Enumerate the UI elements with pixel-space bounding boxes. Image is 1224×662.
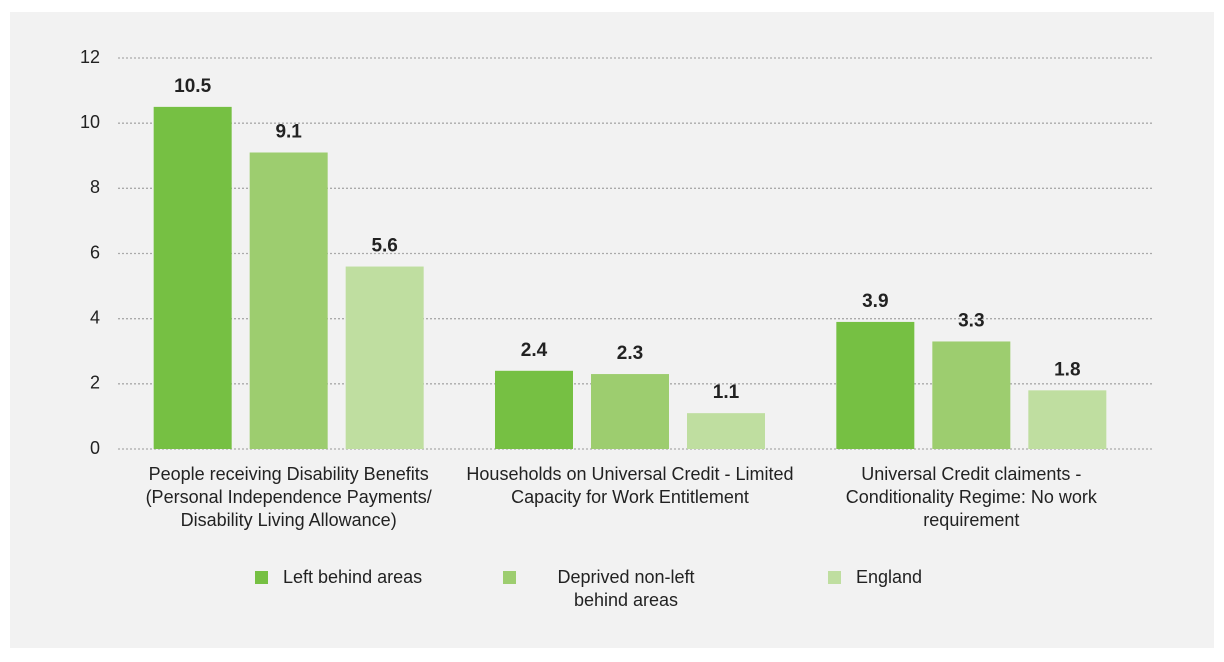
value-label: 10.5 [174,76,211,97]
value-label: 3.3 [958,310,984,331]
y-tick-label: 12 [80,47,100,67]
y-tick-label: 6 [90,242,100,262]
legend-label: Deprived non-left behind areas [557,567,695,610]
y-tick-label: 8 [90,177,100,197]
y-tick-label: 10 [80,112,100,132]
bar [687,413,765,449]
value-label: 1.8 [1054,359,1080,380]
bar [249,152,328,449]
y-tick-label: 0 [90,438,100,458]
legend-swatch [828,571,841,584]
bar [345,266,424,449]
x-tick-label: Households on Universal Credit - Limited… [466,464,794,507]
value-label: 3.9 [862,291,888,312]
bar [591,374,669,449]
value-label: 1.1 [713,382,740,403]
value-label: 2.4 [521,340,548,361]
legend-swatch [503,571,516,584]
bar [153,106,232,449]
x-tick-label: People receiving Disability Benefits (Pe… [145,464,432,530]
value-label: 9.1 [275,122,302,143]
legend-label: Left behind areas [283,567,423,587]
x-tick-label: Universal Credit claiments - Conditional… [845,464,1097,530]
value-label: 2.3 [617,343,643,364]
legend-swatch [255,571,268,584]
y-tick-label: 2 [90,373,100,393]
legend-label: England [856,567,923,587]
bar [495,370,573,449]
bar [932,341,1011,449]
bar [836,321,915,449]
value-label: 5.6 [371,236,397,257]
y-tick-label: 4 [90,307,100,327]
bar [1028,390,1107,449]
